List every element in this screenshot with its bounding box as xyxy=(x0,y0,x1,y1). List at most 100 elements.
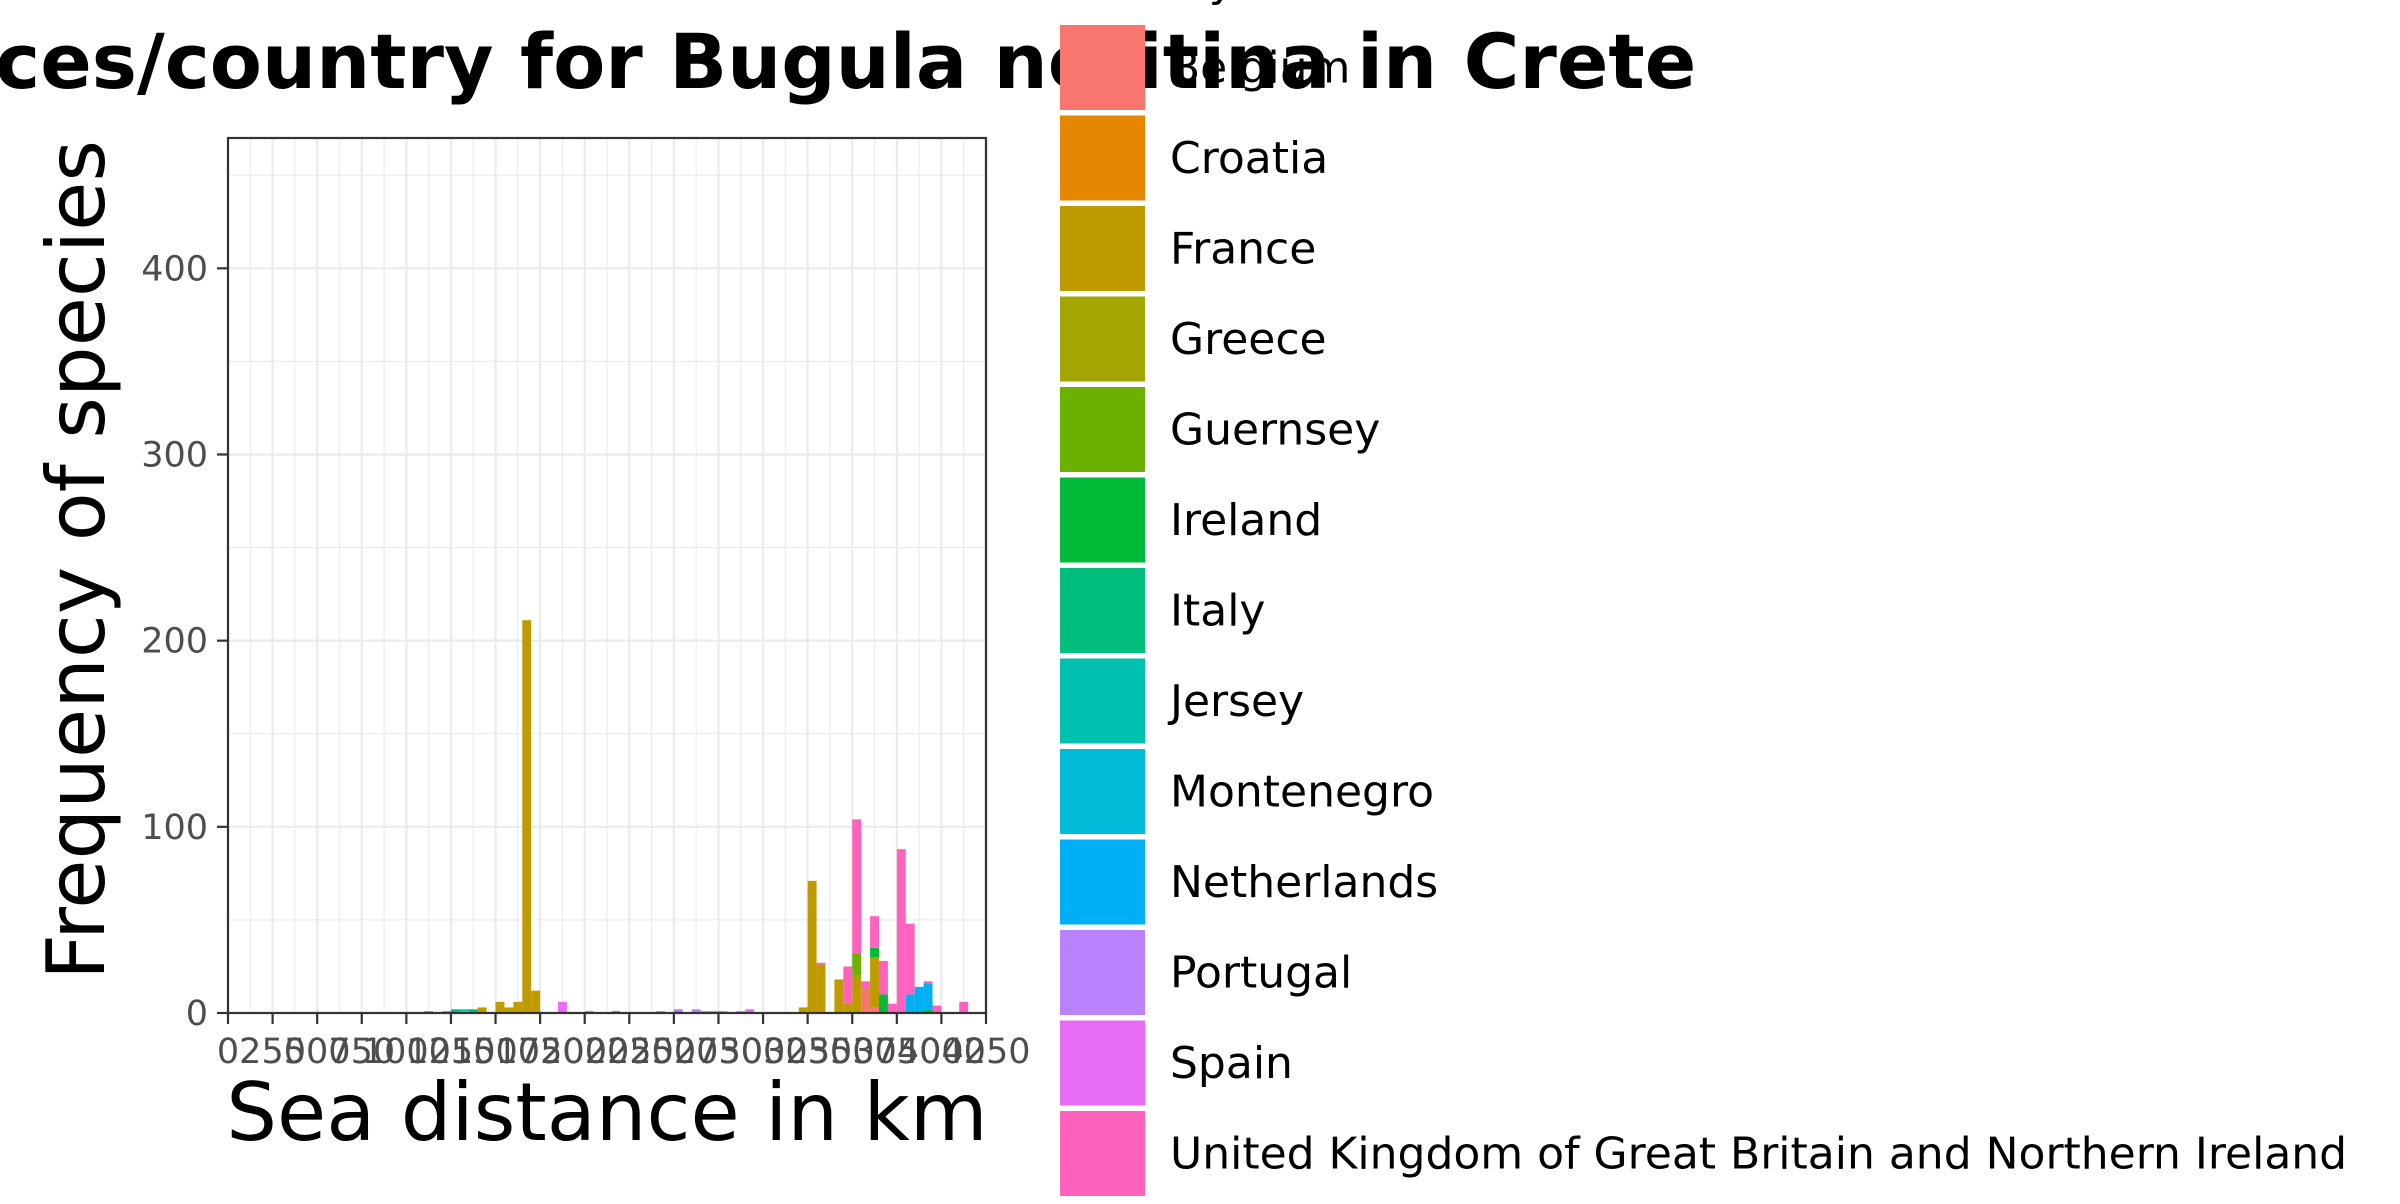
chart-title: Sea distances/country for Bugula neritin… xyxy=(0,17,1696,106)
legend-key xyxy=(1060,930,1145,1015)
x-axis-label: Sea distance in km xyxy=(226,1066,987,1159)
series-5 xyxy=(870,947,933,1013)
bar xyxy=(816,964,826,1013)
bar xyxy=(807,880,817,1013)
legend-item: Belgium xyxy=(1060,25,1350,110)
legend-label: Italy xyxy=(1170,586,1265,637)
bar xyxy=(531,990,541,1013)
legend-key xyxy=(1060,568,1145,653)
series-0 xyxy=(861,990,879,1013)
legend-key xyxy=(1060,477,1145,563)
legend-label: Greece xyxy=(1170,314,1327,365)
legend-key xyxy=(1060,115,1145,201)
legend-key xyxy=(1060,25,1145,110)
bar xyxy=(923,981,933,984)
x-tick-label: 1000 xyxy=(362,1032,451,1072)
y-tick-label: 400 xyxy=(141,249,208,289)
y-tick-label: 300 xyxy=(141,435,208,475)
bar xyxy=(887,1003,897,1013)
y-tick-label: 100 xyxy=(141,808,208,848)
bar xyxy=(878,960,888,995)
legend-label: United Kingdom of Great Britain and Nort… xyxy=(1170,1129,2347,1180)
bar xyxy=(843,966,853,1004)
legend-item: Greece xyxy=(1060,296,1327,382)
bar xyxy=(673,1009,683,1012)
legend-item: Ireland xyxy=(1060,477,1322,563)
bar xyxy=(914,986,924,1013)
series-2 xyxy=(424,620,879,1013)
x-tick-label: 1750 xyxy=(496,1032,585,1072)
bar xyxy=(959,1001,969,1013)
legend-key xyxy=(1060,658,1145,744)
bar xyxy=(691,1009,701,1013)
x-tick-label: 2500 xyxy=(629,1032,718,1072)
legend-label: Montenegro xyxy=(1170,767,1434,818)
plot-border xyxy=(226,136,988,1015)
legend-item: Guernsey xyxy=(1060,387,1380,472)
legend-label: Netherlands xyxy=(1170,857,1438,908)
legend-item: Portugal xyxy=(1060,930,1352,1015)
x-tick-label: 3500 xyxy=(808,1032,897,1072)
legend-label: Croatia xyxy=(1170,133,1328,184)
legend-label: Jersey xyxy=(1167,676,1304,727)
bar xyxy=(932,1005,942,1013)
legend-key xyxy=(1060,1111,1145,1196)
x-tick-label: 500 xyxy=(284,1032,351,1072)
bar xyxy=(852,975,862,980)
y-tick-label: 0 xyxy=(186,994,208,1034)
x-tick-label: 1250 xyxy=(406,1032,495,1072)
series-7 xyxy=(459,1009,469,1012)
x-tick-label: 4250 xyxy=(941,1032,1030,1072)
bar xyxy=(834,979,844,1013)
legend-item: Netherlands xyxy=(1060,839,1438,925)
bar xyxy=(870,957,879,1008)
x-tick-label: 1500 xyxy=(451,1032,540,1072)
legend-label: Spain xyxy=(1170,1038,1293,1089)
bar xyxy=(905,923,915,995)
bar xyxy=(477,1007,487,1013)
bar xyxy=(852,819,862,954)
x-tick-label: 3250 xyxy=(763,1032,852,1072)
bar xyxy=(745,1009,755,1013)
legend-key xyxy=(1060,387,1145,472)
x-tick-label: 3000 xyxy=(719,1032,808,1072)
bar xyxy=(870,1007,879,1013)
bar xyxy=(896,849,906,1013)
series-9 xyxy=(905,983,933,1013)
legend-label: Ireland xyxy=(1170,495,1322,546)
x-tick-label: 250 xyxy=(239,1032,306,1072)
legend-item: Jersey xyxy=(1060,658,1304,744)
bar xyxy=(861,988,871,991)
x-tick-label: 4000 xyxy=(897,1032,986,1072)
bar xyxy=(861,990,871,1013)
x-tick-label: 0 xyxy=(217,1032,239,1072)
x-tick-label: 3750 xyxy=(852,1032,941,1072)
x-tick-label: 2250 xyxy=(585,1032,674,1072)
series-12 xyxy=(816,819,969,1013)
bar xyxy=(557,1001,567,1013)
bar xyxy=(905,994,915,1013)
bar xyxy=(870,916,879,948)
bar xyxy=(852,953,862,976)
series-4 xyxy=(852,953,862,976)
legend-label: Belgium xyxy=(1170,43,1350,94)
bar xyxy=(852,979,862,1013)
legend-item: France xyxy=(1060,206,1316,291)
bar xyxy=(495,1001,505,1013)
legend-key xyxy=(1060,749,1145,834)
legend-item: Croatia xyxy=(1060,115,1328,201)
legend-item: Montenegro xyxy=(1060,749,1434,834)
bar xyxy=(843,1003,853,1013)
y-axis-label: Frequency of species xyxy=(30,140,123,980)
legend-item: United Kingdom of Great Britain and Nort… xyxy=(1060,1111,2347,1196)
x-tick-label: 2750 xyxy=(674,1032,763,1072)
bar xyxy=(522,620,532,1013)
bar xyxy=(861,981,871,989)
series-3 xyxy=(852,975,862,980)
legend-key xyxy=(1060,1020,1145,1106)
legend-label: Guernsey xyxy=(1170,405,1380,456)
bar xyxy=(923,983,933,1010)
